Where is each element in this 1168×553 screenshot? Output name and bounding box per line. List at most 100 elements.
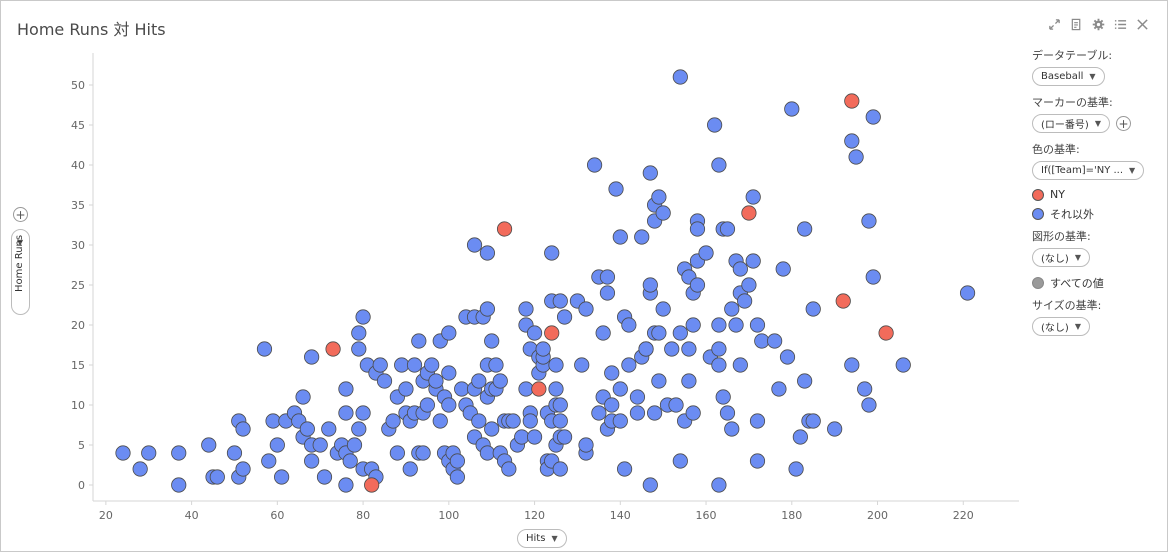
data-point-other: [827, 421, 843, 437]
chevron-down-icon: ▼: [1094, 119, 1101, 128]
data-point-other: [479, 245, 496, 261]
data-point-other: [351, 421, 367, 437]
data-point-other: [346, 437, 363, 453]
data-point-other: [394, 357, 410, 373]
data-point-other: [792, 429, 808, 445]
data-point-other: [707, 117, 723, 133]
data-point-other: [454, 381, 470, 397]
color-by-selector[interactable]: If([Team]='NY ... ▼: [1032, 161, 1144, 180]
add-marker-button[interactable]: +: [1115, 116, 1131, 131]
data-point-other: [548, 357, 564, 373]
settings-icon[interactable]: [1091, 17, 1105, 31]
data-point-other: [895, 357, 911, 373]
data-point-ny: [544, 325, 560, 341]
data-point-other: [552, 293, 568, 309]
data-point-other: [728, 317, 744, 333]
size-by-label: サイズの基準:: [1032, 299, 1102, 312]
x-tick-label: 180: [781, 509, 802, 522]
data-point-other: [719, 405, 736, 421]
data-point-other: [844, 133, 860, 149]
data-point-other: [754, 333, 770, 349]
x-tick-label: 140: [610, 509, 631, 522]
data-point-other: [351, 325, 367, 341]
y-axis-add-button[interactable]: +: [13, 207, 28, 222]
y-tick-label: 35: [71, 199, 85, 212]
data-point-other: [552, 397, 568, 413]
data-point-other: [235, 461, 251, 477]
legend-item-other[interactable]: それ以外: [1032, 206, 1157, 222]
marker-by-value: (ロー番号): [1041, 120, 1089, 131]
data-point-other: [492, 373, 508, 389]
x-axis-selector[interactable]: Hits ▼: [517, 529, 567, 548]
data-point-other: [316, 469, 333, 485]
data-point-other: [805, 301, 821, 317]
data-point-other: [415, 445, 431, 461]
data-point-other: [844, 357, 860, 373]
data-point-other: [642, 165, 658, 181]
data-point-other: [548, 381, 564, 397]
y-tick-label: 50: [71, 79, 85, 92]
export-icon[interactable]: [1069, 17, 1083, 31]
data-point-other: [732, 357, 748, 373]
legend-item-ny[interactable]: NY: [1032, 188, 1157, 201]
data-point-other: [591, 405, 607, 421]
data-point-other: [724, 301, 740, 317]
data-point-other: [797, 221, 813, 237]
y-tick-label: 25: [71, 279, 85, 292]
legend-dot-ny: [1032, 188, 1044, 201]
data-point-other: [629, 389, 646, 405]
close-icon[interactable]: [1135, 17, 1149, 31]
data-point-other: [638, 341, 654, 357]
data-point-ny: [325, 341, 341, 357]
data-point-other: [724, 421, 740, 437]
size-by-selector[interactable]: (なし) ▼: [1032, 317, 1090, 336]
data-point-other: [711, 157, 727, 173]
data-point-other: [295, 389, 311, 405]
data-point-other: [449, 453, 465, 469]
data-point-other: [642, 477, 658, 493]
marker-by-selector[interactable]: (ロー番号) ▼: [1032, 114, 1110, 133]
data-point-other: [719, 221, 736, 237]
data-point-other: [226, 445, 243, 461]
data-point-other: [261, 453, 277, 469]
chevron-down-icon: ▼: [1074, 322, 1081, 331]
shape-by-label: 図形の基準:: [1032, 230, 1091, 243]
data-point-other: [432, 413, 448, 429]
data-point-other: [321, 421, 337, 437]
data-table-selector[interactable]: Baseball ▼: [1032, 67, 1105, 86]
legend-label-ny: NY: [1050, 188, 1065, 201]
color-by-value: If([Team]='NY ...: [1041, 165, 1124, 176]
expand-icon[interactable]: [1047, 17, 1061, 31]
x-tick-label: 160: [696, 509, 717, 522]
data-point-other: [672, 325, 688, 341]
list-icon[interactable]: [1113, 17, 1127, 31]
scatter-plot: 0 5 10 15 20 25 30 35 40 45 50 20 40 60 80 100 120 140 160…: [71, 53, 1019, 522]
y-axis-selector[interactable]: ▼ Home Runs: [11, 229, 30, 315]
data-point-other: [651, 373, 667, 389]
data-point-other: [428, 373, 444, 389]
chart-title: Home Runs 対 Hits: [17, 20, 166, 39]
data-point-other: [595, 325, 611, 341]
y-tick-label: 15: [71, 359, 85, 372]
data-point-other: [466, 237, 483, 253]
y-tick-label: 20: [71, 319, 85, 332]
data-point-other: [608, 181, 624, 197]
data-point-other: [355, 405, 371, 421]
legend-panel: データテーブル: Baseball ▼ マーカーの基準: (ロー番号) ▼ + …: [1032, 47, 1157, 344]
data-point-other: [535, 341, 551, 357]
data-point-other: [269, 437, 285, 453]
data-point-other: [398, 381, 414, 397]
legend-item-all-values[interactable]: すべての値: [1032, 275, 1157, 291]
data-point-other: [685, 405, 701, 421]
data-point-other: [749, 453, 766, 469]
data-point-other: [526, 429, 543, 445]
chevron-down-icon: ▼: [1074, 253, 1081, 262]
data-point-other: [235, 421, 251, 437]
data-point-ny: [878, 325, 894, 341]
data-point-other: [419, 397, 435, 413]
data-point-other: [505, 413, 521, 429]
data-point-other: [861, 397, 877, 413]
data-point-other: [479, 445, 496, 461]
shape-by-selector[interactable]: (なし) ▼: [1032, 248, 1090, 267]
data-point-other: [805, 413, 821, 429]
